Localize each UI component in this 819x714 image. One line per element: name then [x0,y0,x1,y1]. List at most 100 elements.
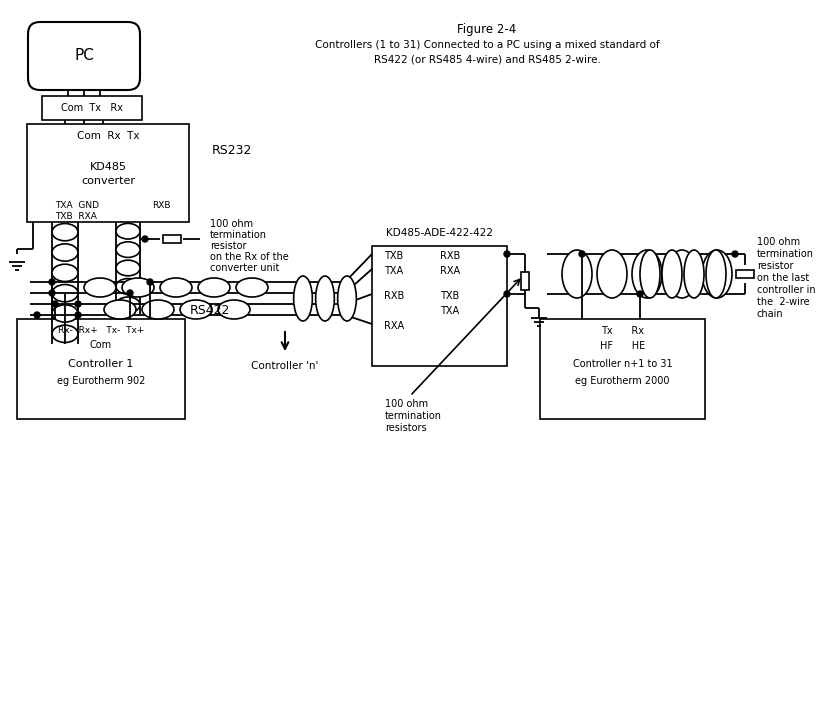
Bar [519,694,540,714]
Bar [500,14,519,34]
Bar [779,474,799,494]
Bar [579,234,600,254]
Bar [80,594,100,614]
Ellipse shape [52,244,78,261]
Text: TXA  GND: TXA GND [55,201,99,211]
Bar [219,594,240,614]
Ellipse shape [561,250,591,298]
Bar [540,174,559,194]
Bar [559,514,579,534]
Bar [42,96,142,120]
Bar [600,554,619,574]
Bar [600,534,619,554]
Bar [659,354,679,374]
Circle shape [49,290,55,296]
Bar [519,14,540,34]
Bar [459,594,479,614]
Bar [20,94,40,114]
Bar [479,474,500,494]
Bar [759,594,779,614]
Bar [559,254,579,274]
Bar [459,114,479,134]
Bar [100,474,120,494]
Bar [639,114,659,134]
Bar [120,374,140,394]
Bar [639,494,659,514]
Bar [540,354,559,374]
Bar [699,674,719,694]
Bar [559,374,579,394]
Bar [619,294,639,314]
Bar [699,614,719,634]
Bar [699,634,719,654]
Bar [739,274,759,294]
Bar [579,594,600,614]
Bar [779,0,799,14]
Bar [400,454,419,474]
Bar [100,154,120,174]
Bar [619,594,639,614]
Bar [40,214,60,234]
Bar [400,154,419,174]
Bar [500,174,519,194]
Bar [779,94,799,114]
Bar [140,474,160,494]
Bar [559,314,579,334]
Bar [40,694,60,714]
Bar [279,454,300,474]
Bar [200,174,219,194]
Bar [719,674,739,694]
Bar [779,254,799,274]
Bar [779,614,799,634]
Bar [100,114,120,134]
Bar [100,554,120,574]
Bar [679,274,699,294]
Bar [219,214,240,234]
Bar [100,674,120,694]
Bar [300,74,319,94]
Bar [80,694,100,714]
Bar [519,614,540,634]
Bar [659,614,679,634]
Bar [799,654,819,674]
Bar [559,494,579,514]
Bar [799,114,819,134]
Bar [500,474,519,494]
Bar [100,414,120,434]
Bar [459,474,479,494]
Bar [360,394,379,414]
Bar [120,74,140,94]
Bar [140,154,160,174]
Bar [479,34,500,54]
Bar [260,54,279,74]
Bar [20,174,40,194]
Bar [679,14,699,34]
Bar [160,314,180,334]
Bar [799,214,819,234]
Bar [719,334,739,354]
Bar [160,254,180,274]
Bar [659,14,679,34]
Bar [60,234,80,254]
Bar [300,334,319,354]
Bar [400,614,419,634]
Bar [160,74,180,94]
Bar [639,294,659,314]
Bar [559,54,579,74]
Bar [600,54,619,74]
Bar [319,434,340,454]
Text: termination: termination [210,230,267,240]
Bar [500,354,519,374]
Bar [639,654,659,674]
Bar [279,34,300,54]
Bar [100,54,120,74]
Bar [80,514,100,534]
Bar [639,414,659,434]
Bar [559,174,579,194]
Bar [540,414,559,434]
Bar [200,214,219,234]
Bar [400,594,419,614]
Bar [479,134,500,154]
Bar [600,374,619,394]
Bar [679,594,699,614]
